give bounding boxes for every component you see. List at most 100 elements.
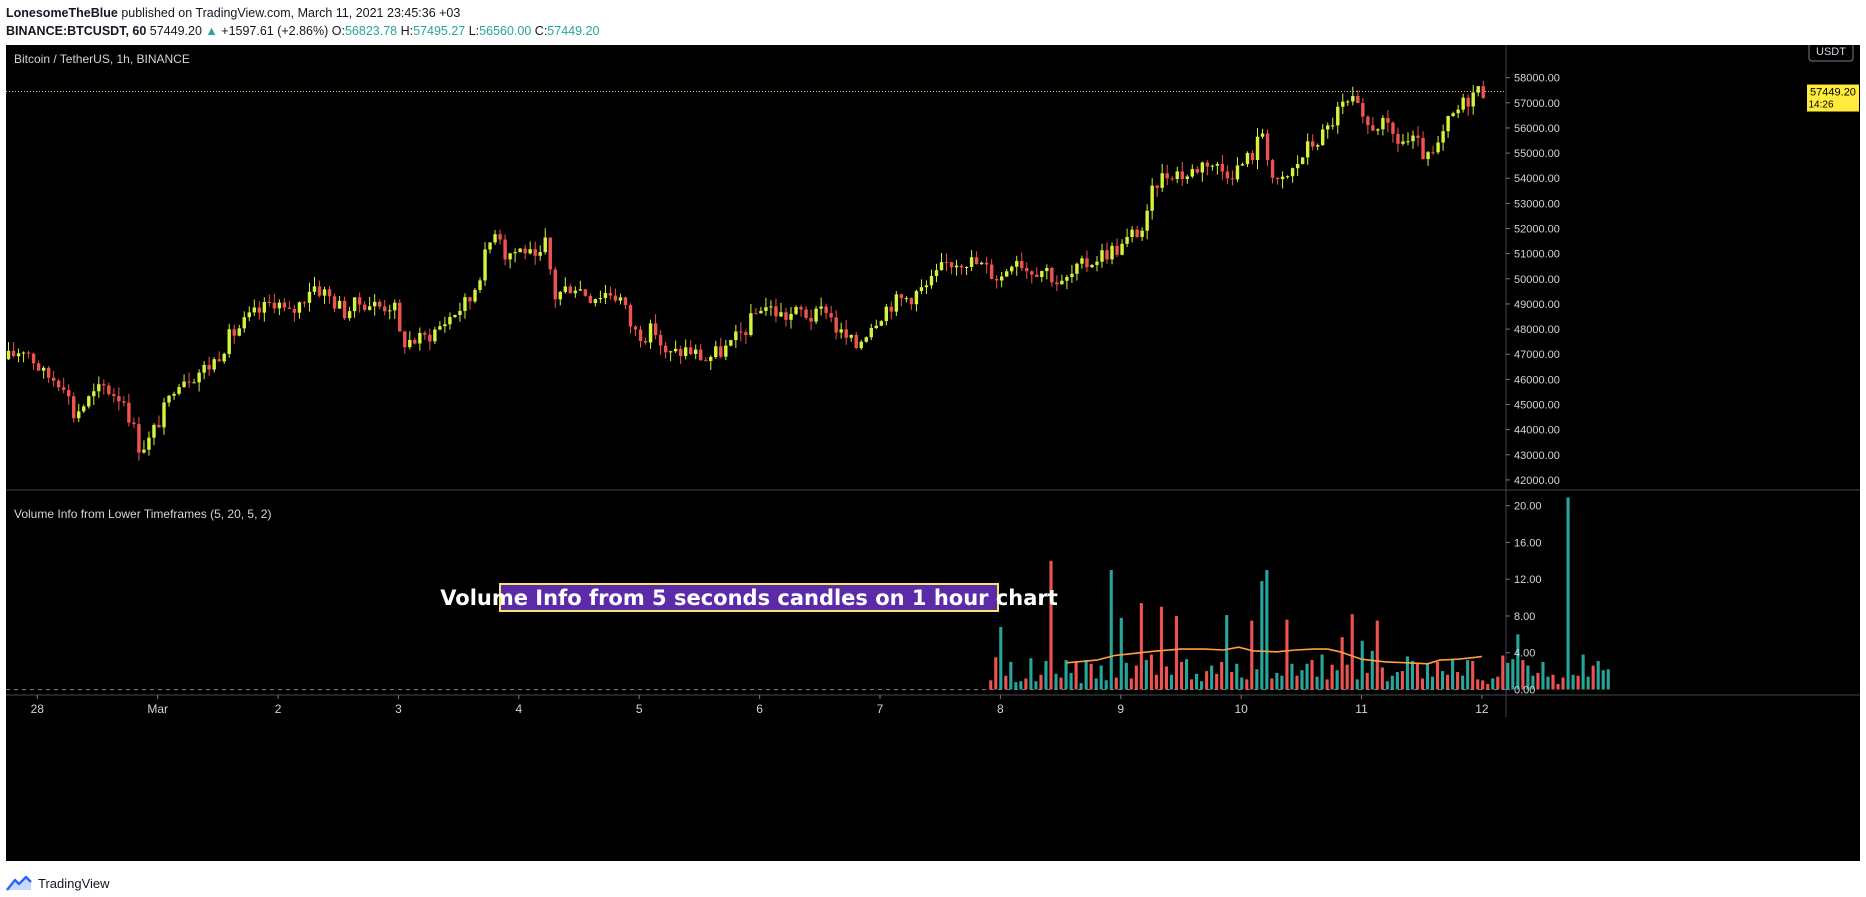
candle-up — [1426, 152, 1430, 160]
candle-down — [423, 332, 427, 335]
candle-up — [448, 317, 452, 325]
author-name[interactable]: LonesomeTheBlue — [6, 6, 118, 20]
candle-down — [844, 329, 848, 338]
candle-up — [97, 384, 101, 392]
candle-up — [694, 349, 698, 354]
candle-down — [357, 297, 362, 305]
candle-up — [648, 323, 653, 343]
candle-down — [232, 329, 236, 336]
volume-bars[interactable] — [989, 497, 1610, 690]
candle-down — [503, 239, 507, 260]
volume-bar — [1531, 675, 1535, 690]
candle-down — [1225, 171, 1230, 179]
candle-up — [603, 293, 608, 298]
candle-up — [352, 297, 357, 312]
candle-down — [799, 307, 803, 310]
volume-bar — [1119, 617, 1123, 690]
high-value: 57495.27 — [413, 24, 466, 38]
time-tick-label: 3 — [395, 702, 402, 716]
candle-down — [1371, 125, 1375, 131]
volume-tick-label: 0.00 — [1514, 684, 1535, 696]
volume-bar — [1420, 678, 1425, 690]
volume-pane-title: Volume Info from Lower Timeframes (5, 20… — [14, 507, 271, 521]
candle-down — [1085, 258, 1089, 268]
candle-up — [508, 253, 512, 260]
time-tick-label: 2 — [275, 702, 282, 716]
candle-down — [774, 306, 778, 317]
candle-down — [1275, 177, 1280, 180]
time-tick-label: 7 — [877, 702, 884, 716]
volume-bar — [1410, 661, 1414, 690]
volume-bar — [1149, 654, 1153, 690]
candle-up — [1080, 258, 1084, 264]
volume-bar — [1435, 661, 1440, 690]
candle-down — [157, 424, 161, 428]
candle-down — [1165, 173, 1169, 179]
candle-down — [102, 384, 106, 386]
candle-down — [1135, 229, 1139, 237]
chart-svg[interactable]: 42000.00 43000.00 44000.00 45000.00 46000.00… — [6, 45, 1860, 861]
candle-down — [678, 348, 683, 356]
candle-down — [72, 396, 76, 419]
volume-bar — [1350, 614, 1354, 690]
candle-up — [954, 265, 959, 268]
volume-bar — [1360, 640, 1364, 690]
tradingview-logo-icon[interactable] — [6, 875, 32, 891]
candle-up — [1451, 113, 1455, 117]
volume-bar — [1164, 666, 1169, 690]
candle-down — [428, 334, 432, 342]
annotation-box[interactable]: Volume Info from 5 seconds candles on 1 … — [440, 583, 1058, 612]
candle-up — [393, 302, 397, 311]
volume-bar — [1400, 671, 1404, 690]
volume-bar — [1556, 683, 1560, 690]
candle-down — [834, 317, 838, 333]
candle-down — [1421, 137, 1425, 160]
volume-bar — [1380, 667, 1384, 690]
candle-up — [1110, 245, 1114, 260]
volume-bar — [1606, 669, 1610, 690]
candle-down — [187, 381, 191, 383]
volume-tick-label: 12.00 — [1514, 574, 1542, 586]
volume-bar — [1255, 669, 1259, 690]
volume-bar — [1335, 670, 1339, 690]
volume-bar — [1260, 581, 1264, 690]
candle-up — [458, 310, 462, 316]
candle-up — [77, 411, 81, 419]
volume-bar — [1315, 676, 1319, 690]
volume-bar — [1069, 672, 1073, 690]
candle-down — [282, 302, 287, 308]
volume-bar — [1506, 662, 1510, 690]
footer-brand[interactable]: TradingView — [38, 875, 110, 891]
candle-down — [1025, 268, 1029, 272]
candle-down — [1105, 250, 1109, 260]
volume-bar — [1084, 660, 1088, 690]
candles[interactable] — [6, 80, 1485, 461]
candle-down — [719, 346, 723, 357]
candle-down — [1265, 133, 1270, 161]
volume-bar — [1134, 665, 1138, 690]
volume-bar — [1200, 681, 1204, 690]
price-tick-label: 54000.00 — [1514, 173, 1560, 185]
currency-badge[interactable]: USDT — [1808, 45, 1854, 62]
candle-up — [1065, 276, 1069, 281]
candle-up — [1260, 133, 1265, 137]
volume-bar — [1370, 650, 1374, 690]
chart-area[interactable]: 42000.00 43000.00 44000.00 45000.00 46000.00… — [6, 45, 1860, 861]
candle-up — [142, 449, 146, 453]
candle-down — [1205, 162, 1210, 167]
candle-up — [418, 332, 422, 344]
candle-up — [914, 291, 919, 305]
candle-down — [1250, 152, 1255, 161]
candle-down — [638, 329, 643, 342]
candle-up — [934, 270, 939, 276]
volume-bar — [1566, 497, 1570, 690]
candle-down — [944, 262, 949, 264]
volume-bar — [1591, 665, 1595, 690]
candle-up — [1411, 135, 1415, 142]
candle-up — [1331, 125, 1335, 127]
candle-up — [939, 262, 944, 271]
candle-up — [714, 346, 718, 358]
volume-bar — [1159, 606, 1163, 690]
candle-down — [994, 278, 999, 281]
volume-tick-label: 20.00 — [1514, 501, 1542, 513]
